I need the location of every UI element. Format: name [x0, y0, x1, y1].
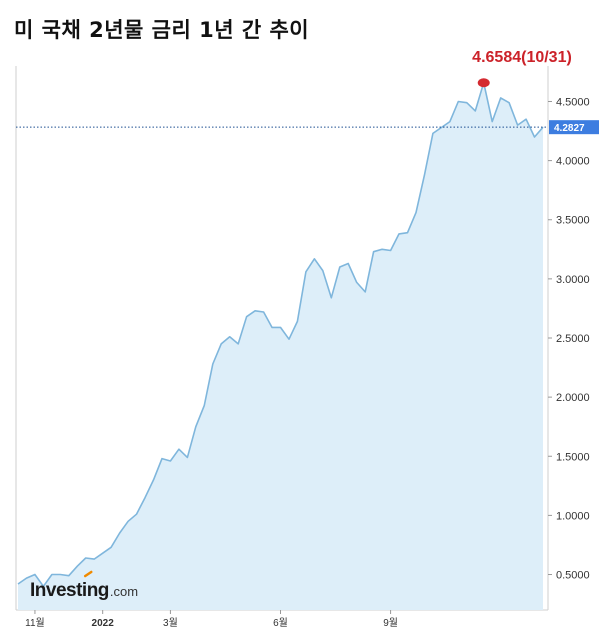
peak-marker	[477, 78, 490, 88]
x-tick-label: 9월	[383, 617, 398, 629]
y-axis: 0.5000 1.0000 1.5000 2.0000 2.5000 3.0000 3.50…	[548, 96, 590, 582]
y-tick-label: 4.5000	[556, 96, 590, 108]
x-tick-label: 2022	[92, 618, 115, 629]
x-tick-label: 3월	[163, 617, 178, 629]
y-tick-label: 3.5000	[556, 215, 590, 227]
logo-accent-icon	[83, 570, 93, 578]
current-value-label: 4.2827	[554, 123, 585, 134]
y-tick-label: 3.0000	[556, 274, 590, 286]
current-value-tag	[549, 120, 599, 135]
investing-logo: Investing .com	[30, 570, 138, 601]
y-tick-label: 2.0000	[556, 392, 590, 404]
logo-suffix: .com	[110, 584, 138, 599]
y-tick-label: 2.5000	[556, 333, 590, 345]
logo-wordmark: Investing	[30, 580, 109, 601]
y-tick-label: 0.5000	[556, 570, 590, 582]
chart-title: 미 국채 2년물 금리 1년 간 추이	[14, 18, 310, 42]
annotations: 4.2827 4.6584(10/31)	[16, 49, 599, 135]
y-tick-label: 4.0000	[556, 156, 590, 168]
y-tick-label: 1.0000	[556, 510, 590, 522]
series-area	[18, 82, 543, 610]
y-tick-label: 1.5000	[556, 451, 590, 463]
x-tick-label: 11월	[25, 617, 45, 629]
plot-area	[15, 66, 549, 611]
x-tick-label: 6월	[273, 617, 288, 629]
series-line	[17, 81, 544, 588]
peak-label: 4.6584(10/31)	[472, 49, 572, 66]
x-axis: 11월 2022 3월 6월 9월	[25, 610, 398, 629]
